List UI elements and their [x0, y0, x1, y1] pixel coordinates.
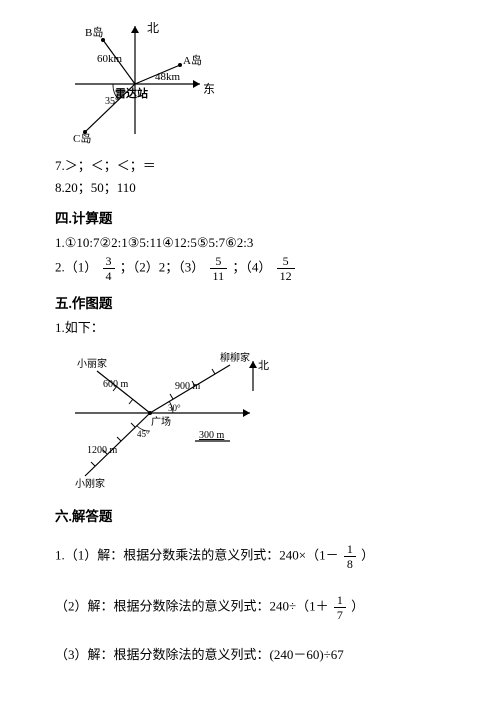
answer-8: 8.20；50；110	[55, 178, 445, 198]
label-east: 东	[203, 82, 215, 96]
section-4-item-1: 1.①10:7②2:1③5:11④12:5⑤5:7⑥2:3	[55, 233, 445, 253]
svg-text:30°: 30°	[168, 403, 181, 413]
label-center: 雷达站	[115, 86, 148, 100]
svg-text:1200 m: 1200 m	[87, 445, 118, 456]
section-4-title: 四.计算题	[55, 207, 445, 227]
svg-text:小刚家: 小刚家	[75, 477, 105, 490]
fraction-3-4: 3 4	[103, 255, 115, 282]
svg-text:45°: 45°	[137, 429, 150, 439]
svg-text:600 m: 600 m	[103, 379, 129, 390]
svg-text:广场: 广场	[151, 415, 171, 428]
label-p1: ；（2）2；（3）	[120, 259, 205, 274]
prefix: 2.（1）	[55, 259, 97, 274]
q1-pre: 1.（1）解：根据分数乘法的意义列式：240×（1－	[55, 547, 339, 562]
fraction-1-7: 1 7	[334, 594, 346, 621]
section-6-q1: 1.（1）解：根据分数乘法的意义列式：240×（1－ 1 8 ）	[55, 543, 445, 570]
label-north: 北	[147, 21, 159, 35]
section-5-title: 五.作图题	[55, 292, 445, 312]
answer-7: 7.＞；＜；＜；＝	[55, 156, 445, 176]
label-p2: ；（4）	[232, 259, 271, 274]
section-4-item-2: 2.（1） 3 4 ；（2）2；（3） 5 11 ；（4） 5 12	[55, 255, 445, 282]
svg-text:柳柳家: 柳柳家	[220, 351, 250, 364]
fraction-5-11: 5 11	[210, 255, 228, 282]
fraction-5-12: 5 12	[277, 255, 295, 282]
q1-post: ）	[361, 547, 374, 562]
label-b-dist: 60km	[97, 53, 123, 65]
label-a: A岛	[183, 53, 202, 67]
figure-radar-compass: B岛 60km A岛 48km C岛 35° 北 东 雷达站	[55, 14, 445, 148]
q2-post: ）	[351, 598, 364, 613]
fraction-1-8: 1 8	[344, 543, 356, 570]
section-6-q2: （2）解：根据分数除法的意义列式：240÷（1＋ 1 7 ）	[55, 594, 445, 621]
svg-text:300 m: 300 m	[199, 430, 225, 441]
label-b: B岛	[85, 25, 103, 39]
svg-text:小丽家: 小丽家	[77, 357, 107, 370]
figure-plaza-map: 北 小丽家 600 m 柳柳家 900 m 30° 小刚家 1200 m	[55, 341, 445, 495]
label-a-dist: 48km	[155, 71, 181, 83]
section-6-title: 六.解答题	[55, 505, 445, 525]
svg-text:北: 北	[258, 359, 269, 372]
q2-pre: （2）解：根据分数除法的意义列式：240÷（1＋	[55, 598, 329, 613]
section-5-item-1: 1.如下：	[55, 318, 445, 338]
section-6-q3: （3）解：根据分数除法的意义列式：(240－60)÷67	[55, 645, 445, 665]
label-c: C岛	[73, 131, 91, 144]
svg-text:900 m: 900 m	[175, 381, 201, 392]
